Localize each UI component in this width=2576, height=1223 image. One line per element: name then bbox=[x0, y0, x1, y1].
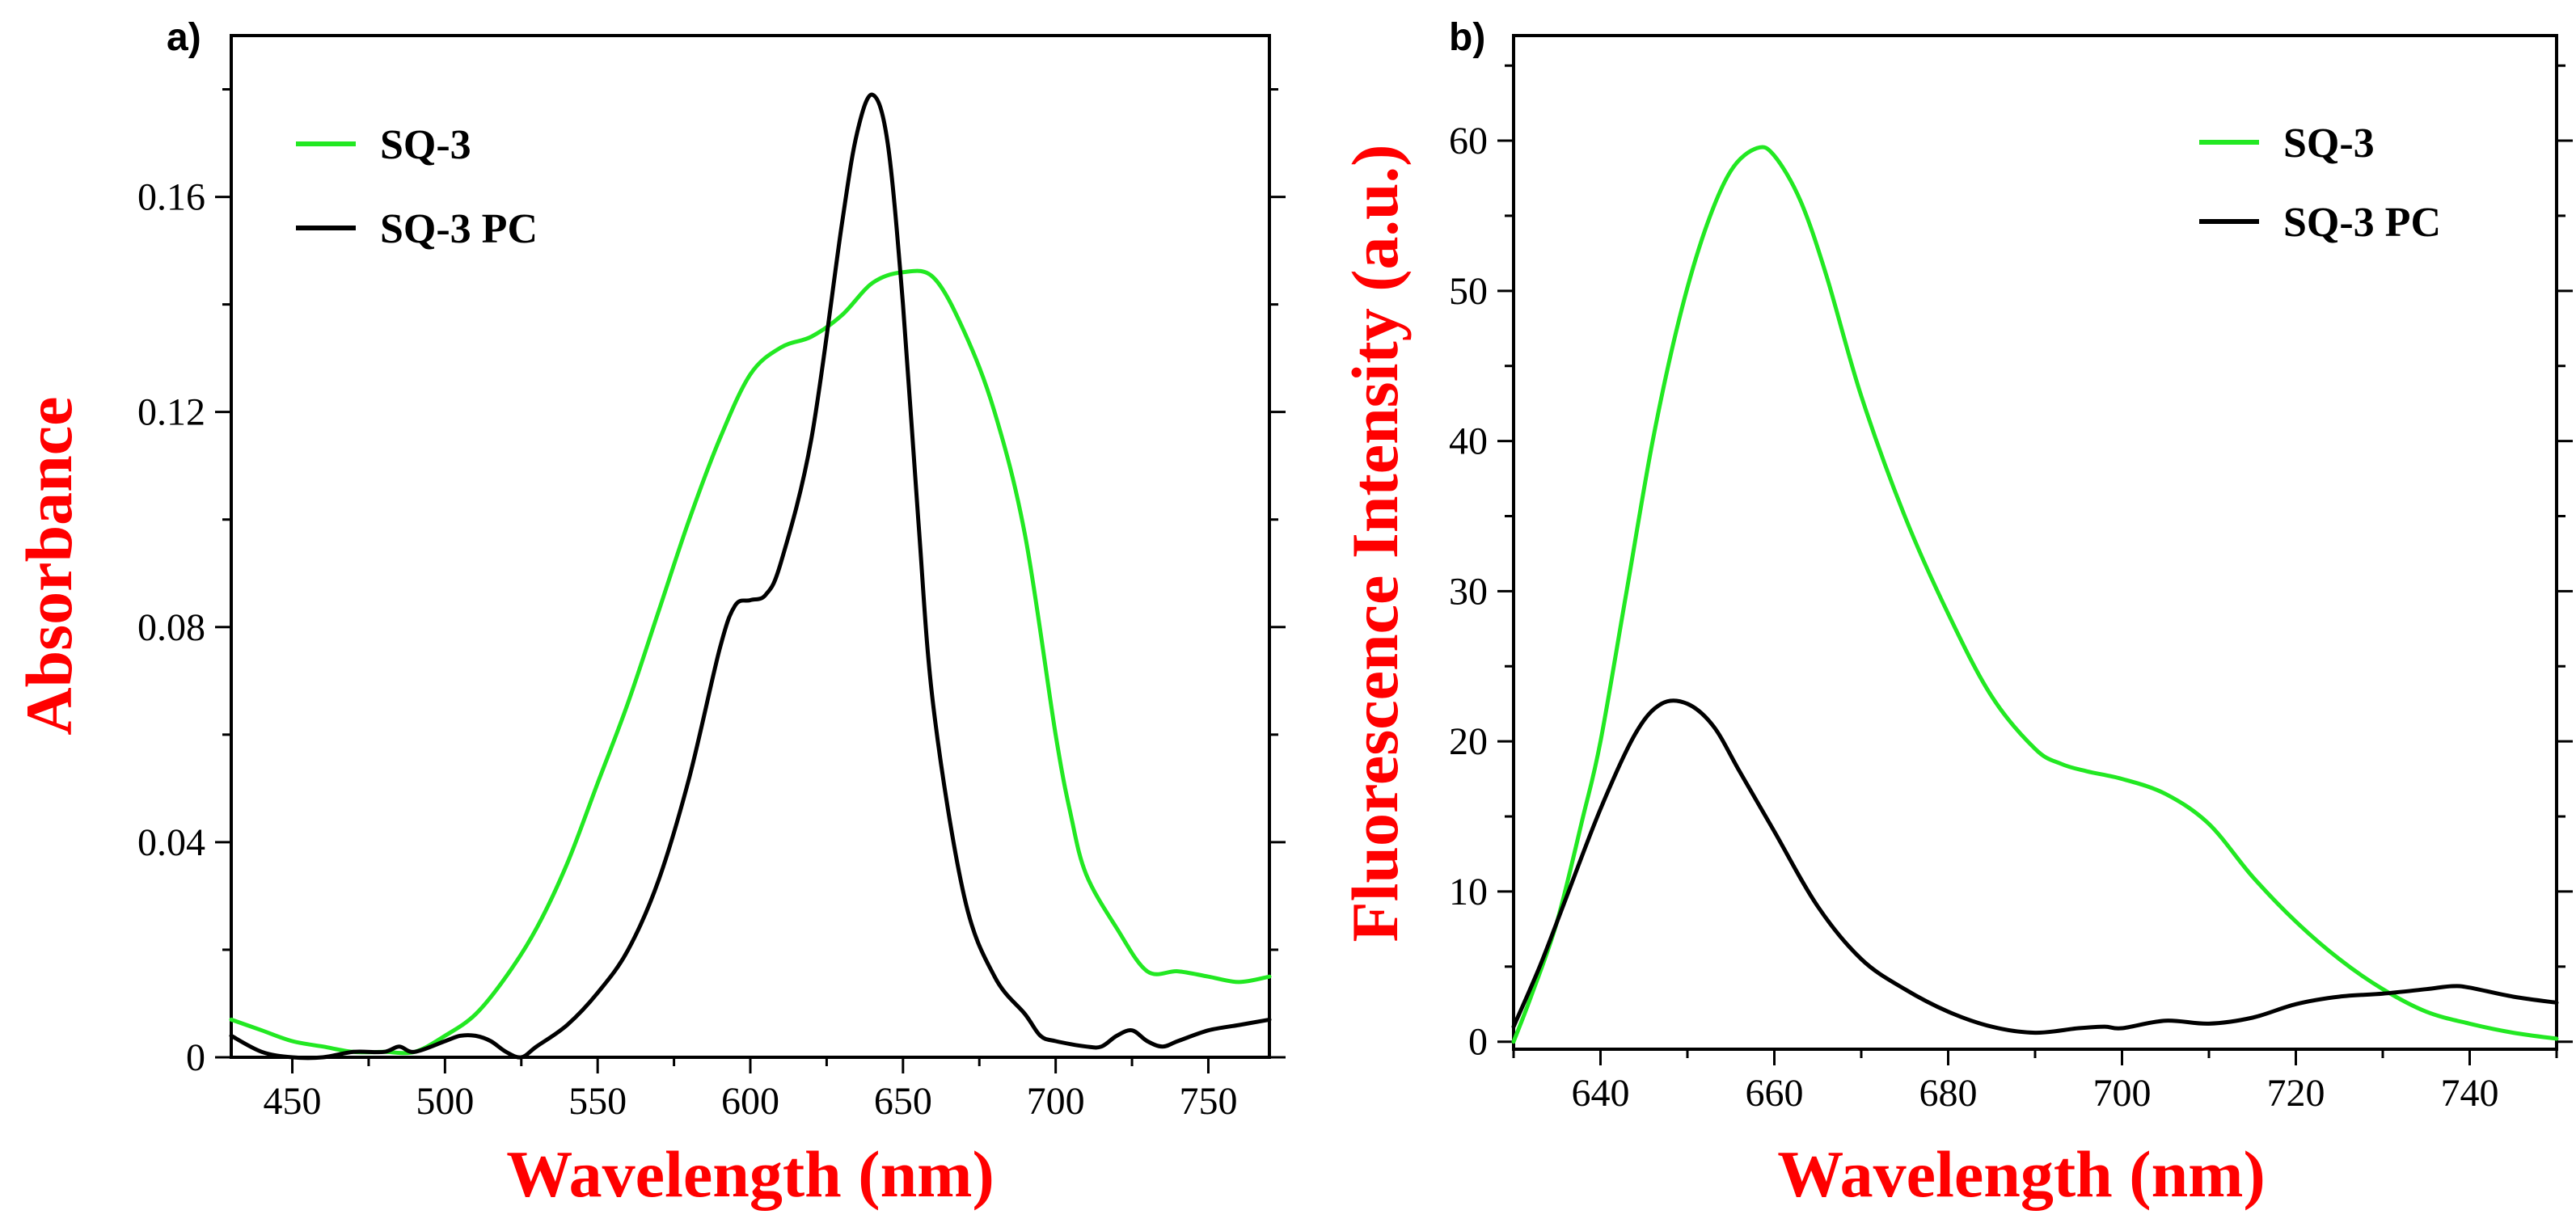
x-tick-label-b: 660 bbox=[1746, 1072, 1804, 1115]
x-tick-label-b: 740 bbox=[2441, 1072, 2499, 1115]
y-tick-label-b: 50 bbox=[1449, 270, 1488, 313]
series-lines-b bbox=[1511, 145, 2559, 1044]
x-tick-label-a: 500 bbox=[416, 1080, 474, 1123]
plot-frame-b bbox=[1512, 34, 2558, 1051]
y-tick-label-b: 10 bbox=[1449, 871, 1488, 913]
y-axis-title-a: Absorbance bbox=[12, 396, 86, 735]
ticks-b: 640 660 680 700 720 740 0 10 20 30 40 50 60 bbox=[1449, 64, 2573, 1115]
x-tick-label-a: 450 bbox=[264, 1080, 322, 1123]
panel-label-a: a) bbox=[167, 16, 201, 59]
y-tick-label-b: 40 bbox=[1449, 420, 1488, 463]
x-tick-label-a: 600 bbox=[721, 1080, 779, 1123]
panel-b-fluorescence: b) 640 660 680 700 720 740 0 10 20 30 40 50 60 Wavel… bbox=[1338, 16, 2573, 1211]
plot-frame-a bbox=[230, 34, 1271, 1059]
x-tick-label-a: 550 bbox=[568, 1080, 627, 1123]
series-line-sq-3-a bbox=[229, 268, 1272, 1056]
series-line-sq-3-pc-b bbox=[1511, 698, 2559, 1035]
y-tick-label-b: 20 bbox=[1449, 720, 1488, 763]
x-tick-label-a: 750 bbox=[1179, 1080, 1237, 1123]
x-tick-label-b: 680 bbox=[1919, 1072, 1978, 1115]
series-lines-a bbox=[229, 92, 1272, 1061]
y-tick-label-b: 0 bbox=[1468, 1021, 1488, 1064]
y-tick-label-a: 0.08 bbox=[137, 606, 205, 649]
x-tick-label-a: 650 bbox=[874, 1080, 932, 1123]
y-tick-label-a: 0.16 bbox=[137, 176, 205, 219]
x-tick-label-a: 700 bbox=[1027, 1080, 1085, 1123]
y-tick-label-a: 0 bbox=[186, 1036, 205, 1079]
legend-a: SQ-3 SQ-3 PC bbox=[296, 122, 538, 252]
panel-label-b: b) bbox=[1449, 16, 1485, 59]
legend-label-sq3pc-b: SQ-3 PC bbox=[2283, 200, 2441, 246]
legend-label-sq3pc-a: SQ-3 PC bbox=[380, 206, 538, 252]
x-axis-title-a: Wavelength (nm) bbox=[506, 1137, 995, 1211]
series-line-sq-3-pc-a bbox=[229, 92, 1272, 1061]
x-axis-title-b: Wavelength (nm) bbox=[1777, 1137, 2266, 1211]
x-tick-label-b: 720 bbox=[2267, 1072, 2325, 1115]
series-line-sq-3-b bbox=[1511, 145, 2559, 1044]
y-tick-label-a: 0.04 bbox=[137, 821, 205, 864]
legend-b: SQ-3 SQ-3 PC bbox=[2199, 120, 2441, 246]
ticks-a: 450 500 550 600 650 700 750 0 0.04 0.08 0.12 0.16 bbox=[137, 88, 1286, 1123]
panel-a-absorbance: a) 450 500 550 600 650 700 750 0 0.04 0.08 0.12 0.1… bbox=[12, 16, 1286, 1211]
y-tick-label-b: 30 bbox=[1449, 570, 1488, 613]
x-tick-label-b: 640 bbox=[1572, 1072, 1630, 1115]
legend-label-sq3-b: SQ-3 bbox=[2283, 120, 2375, 167]
y-tick-label-a: 0.12 bbox=[137, 391, 205, 434]
x-tick-label-b: 700 bbox=[2093, 1072, 2152, 1115]
y-tick-label-b: 60 bbox=[1449, 120, 1488, 162]
y-axis-title-b: Fluorescence Intensity (a.u.) bbox=[1338, 145, 1412, 943]
legend-label-sq3-a: SQ-3 bbox=[380, 122, 471, 168]
